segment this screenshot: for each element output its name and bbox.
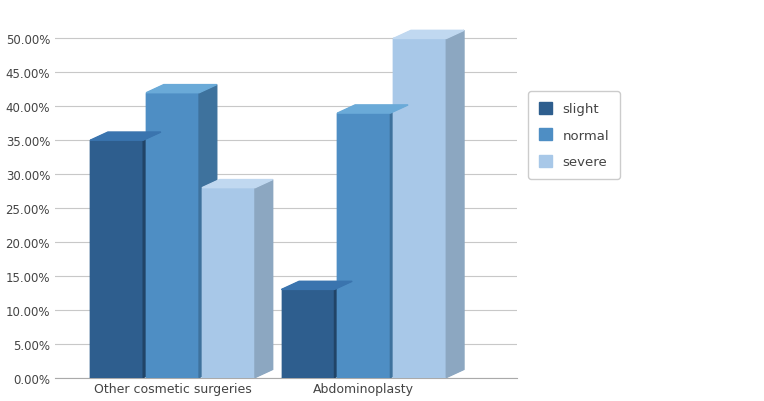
Polygon shape bbox=[146, 93, 199, 378]
Polygon shape bbox=[90, 133, 161, 141]
Polygon shape bbox=[338, 106, 408, 114]
Polygon shape bbox=[90, 141, 143, 378]
Polygon shape bbox=[146, 85, 217, 93]
Polygon shape bbox=[335, 282, 352, 378]
Polygon shape bbox=[202, 180, 273, 188]
Polygon shape bbox=[202, 188, 255, 378]
Polygon shape bbox=[281, 282, 352, 290]
Polygon shape bbox=[390, 106, 408, 378]
Polygon shape bbox=[199, 85, 217, 378]
Polygon shape bbox=[446, 31, 464, 378]
Polygon shape bbox=[393, 39, 446, 378]
Legend: slight, normal, severe: slight, normal, severe bbox=[528, 92, 620, 180]
Polygon shape bbox=[393, 31, 464, 39]
Polygon shape bbox=[143, 133, 161, 378]
Polygon shape bbox=[338, 114, 390, 378]
Polygon shape bbox=[255, 180, 273, 378]
Polygon shape bbox=[281, 290, 335, 378]
